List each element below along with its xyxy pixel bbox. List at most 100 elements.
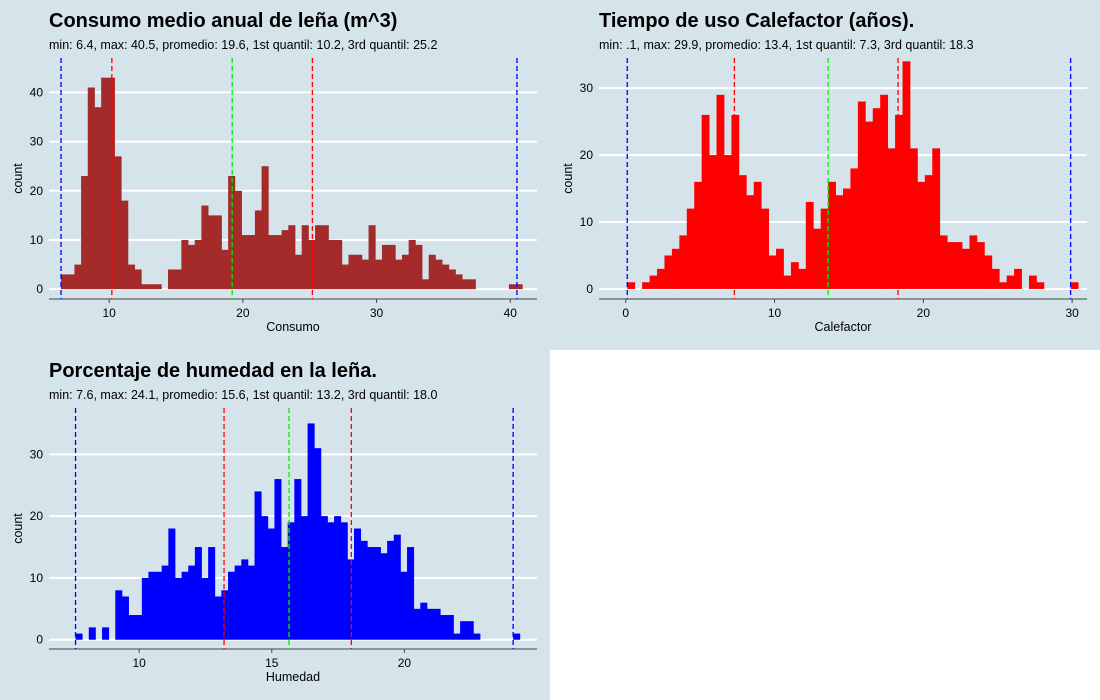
histogram-bar — [642, 282, 650, 289]
chart-subtitle: min: 7.6, max: 24.1, promedio: 15.6, 1st… — [49, 388, 438, 402]
histogram-bar — [67, 274, 75, 290]
histogram-bar — [375, 259, 383, 290]
histogram-bar — [87, 87, 95, 290]
histogram-bar — [261, 166, 269, 290]
y-tick-label: 20 — [30, 184, 44, 198]
histogram-bar — [373, 547, 381, 640]
histogram-bar — [798, 268, 807, 289]
histogram-bar — [761, 208, 770, 289]
histogram-bar — [114, 156, 122, 290]
histogram-bar — [147, 284, 156, 290]
histogram-bar — [513, 633, 521, 640]
histogram-bar — [446, 615, 454, 640]
histogram-bar — [188, 244, 196, 290]
histogram-bar — [380, 553, 388, 640]
histogram-bar — [872, 108, 881, 289]
histogram-bar — [415, 244, 423, 290]
histogram-bar — [420, 602, 428, 640]
histogram-bar — [154, 284, 162, 290]
x-tick-label: 40 — [504, 306, 518, 320]
histogram-bar — [455, 274, 463, 290]
histogram-bar — [355, 254, 363, 290]
histogram-bar — [671, 248, 680, 289]
y-tick-label: 0 — [36, 282, 43, 296]
histogram-bar — [115, 590, 123, 640]
histogram-bar — [1036, 282, 1045, 289]
histogram-bar — [347, 559, 355, 640]
chart-subtitle: min: 6.4, max: 40.5, promedio: 19.6, 1st… — [49, 38, 438, 52]
y-tick-label: 0 — [36, 633, 43, 647]
histogram-bar — [387, 540, 395, 640]
histogram-bar — [141, 284, 149, 290]
histogram-bar — [308, 239, 316, 290]
histogram-bar — [361, 259, 369, 290]
histogram-bar — [360, 540, 368, 640]
y-tick-label: 0 — [586, 282, 593, 296]
histogram-bar — [228, 176, 236, 290]
histogram-bar — [367, 547, 375, 640]
x-tick-label: 20 — [917, 306, 931, 320]
histogram-bar — [102, 627, 110, 640]
histogram-bar — [813, 228, 822, 289]
histogram-bar — [657, 268, 665, 289]
histogram-bar — [194, 547, 202, 640]
histogram-bar — [401, 254, 410, 290]
histogram-bar — [381, 244, 389, 290]
histogram-bar — [94, 107, 102, 290]
histogram-bar — [969, 235, 978, 289]
histogram-bar — [74, 264, 82, 290]
histogram-bar — [1014, 268, 1022, 289]
histogram-bar — [999, 282, 1008, 289]
histogram-bar — [148, 571, 156, 640]
histogram-bar — [843, 188, 851, 289]
histogram-bar — [393, 534, 401, 640]
y-axis-title: count — [11, 163, 25, 194]
histogram-bar — [208, 215, 216, 290]
chart-subtitle: min: .1, max: 29.9, promedio: 13.4, 1st … — [599, 38, 974, 52]
histogram-bar — [984, 255, 993, 289]
histogram-bar — [679, 235, 688, 289]
histogram-bar — [121, 200, 129, 290]
histogram-bar — [395, 259, 403, 290]
histogram-bar — [664, 255, 673, 289]
histogram-bar — [962, 248, 970, 289]
histogram-bar — [328, 239, 336, 290]
x-tick-label: 10 — [768, 306, 782, 320]
histogram-bar — [820, 208, 829, 289]
histogram-bar — [287, 522, 295, 640]
histogram-bar — [880, 94, 889, 289]
histogram-bar — [686, 208, 695, 289]
histogram-bar — [155, 571, 163, 640]
histogram-bar — [188, 565, 196, 640]
histogram-bar — [408, 239, 416, 290]
x-tick-label: 20 — [398, 656, 412, 670]
histogram-bar — [254, 210, 262, 290]
histogram-bar — [161, 565, 169, 640]
histogram-bar — [460, 621, 468, 640]
histogram-bar — [327, 522, 335, 640]
x-axis-title: Humedad — [266, 670, 320, 684]
histogram-bar — [128, 615, 136, 640]
consumo-histogram: 0 10 20 30 40 10 20 30 40 Consumo count — [11, 58, 537, 334]
histogram-bar — [991, 268, 1000, 289]
histogram-bar — [473, 633, 481, 640]
histogram-bar — [422, 279, 430, 290]
histogram-bar — [141, 577, 149, 640]
histogram-bar — [909, 148, 918, 289]
histogram-bar — [300, 516, 308, 640]
humedad-panel: Porcentaje de humedad en la leña. min: 7… — [0, 350, 550, 700]
histogram-bar — [295, 254, 303, 290]
histogram-bar — [716, 94, 725, 289]
histogram-bar — [388, 244, 396, 290]
y-tick-label: 10 — [580, 215, 594, 229]
histogram-bar — [649, 275, 658, 289]
histogram-bar — [976, 242, 985, 289]
histogram-bar — [857, 101, 866, 289]
histogram-bar — [181, 571, 189, 640]
histogram-bar — [828, 181, 836, 289]
y-axis-title: count — [11, 513, 25, 544]
histogram-bar — [895, 114, 903, 289]
histogram-bar — [835, 195, 844, 289]
histogram-bar — [466, 621, 474, 640]
histogram-bar — [1028, 275, 1037, 289]
